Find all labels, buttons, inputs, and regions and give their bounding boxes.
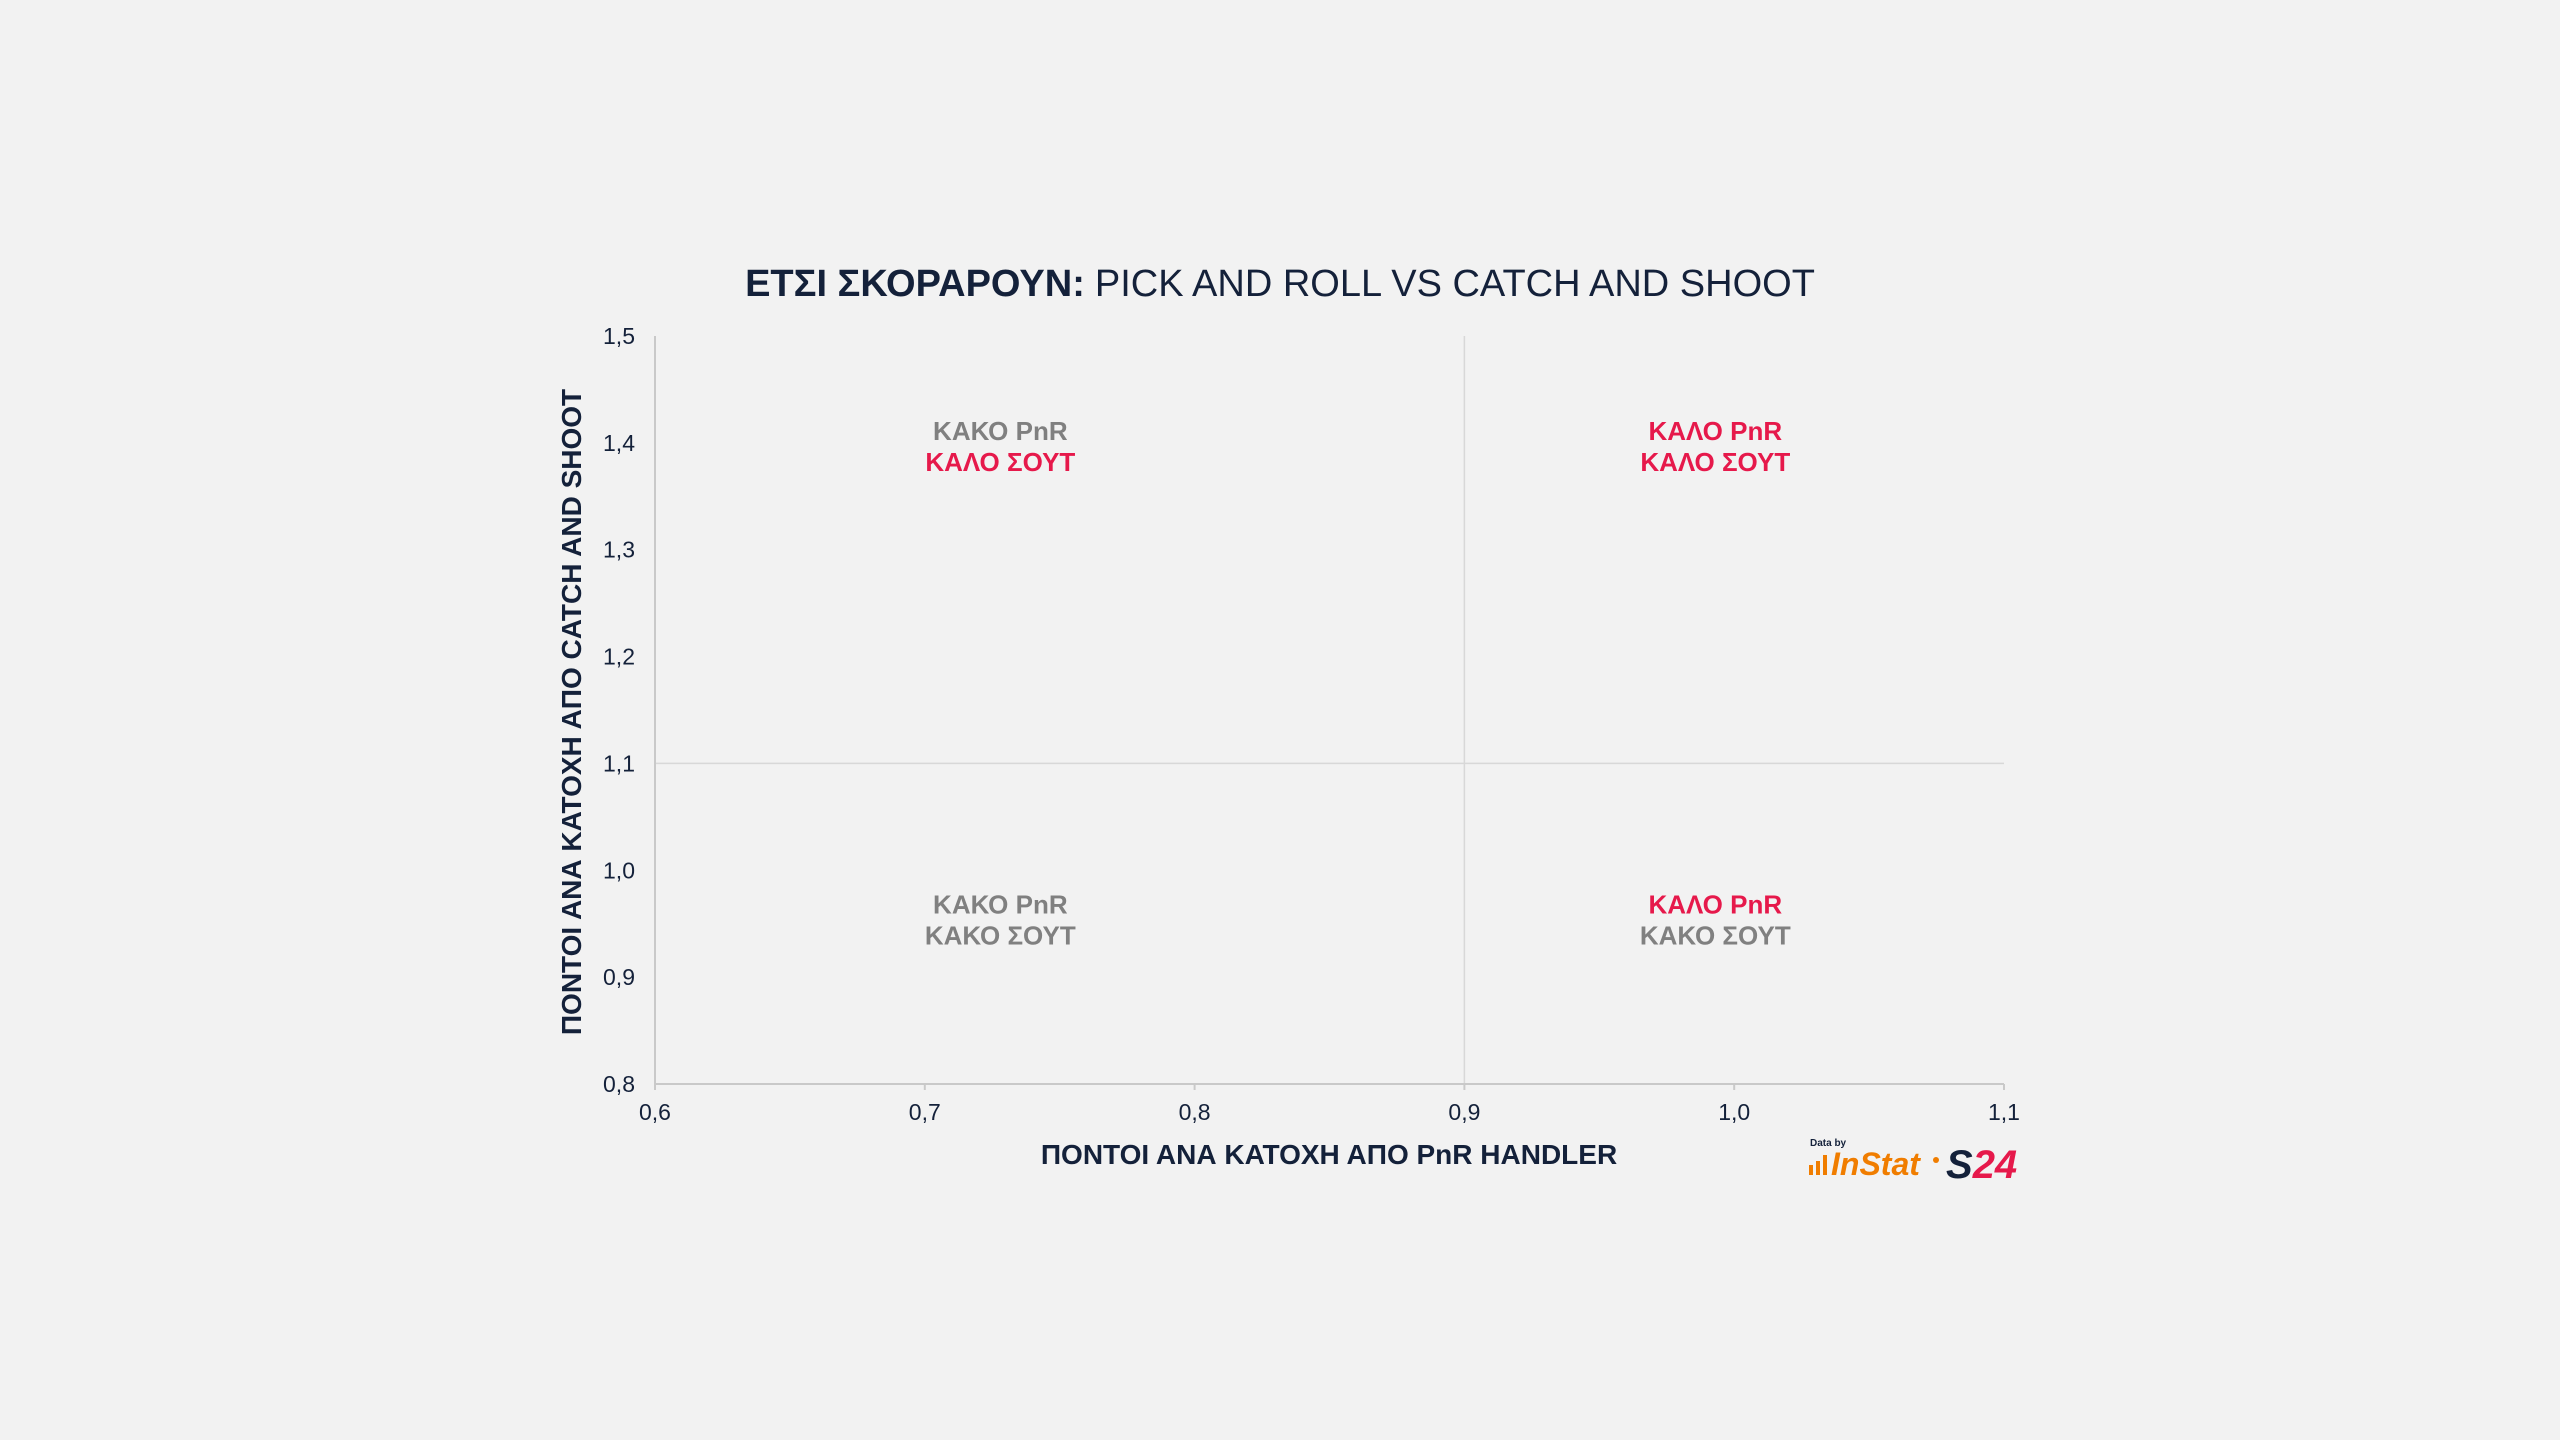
instat-logo: InStat bbox=[1831, 1146, 1921, 1182]
chart-title: ΕΤΣΙ ΣΚΟΡΑΡΟΥΝ: PICK AND ROLL VS CATCH AN… bbox=[745, 263, 1815, 305]
chart-title-bold: ΕΤΣΙ ΣΚΟΡΑΡΟΥΝ: bbox=[745, 263, 1085, 305]
x-tick-label: 0,6 bbox=[639, 1099, 671, 1125]
quadrant-label-top-right: ΚΑΛΟ PnR bbox=[1648, 416, 1782, 446]
credits: Data by InStat S24 bbox=[1809, 1138, 2017, 1187]
y-tick-label: 0,9 bbox=[603, 964, 635, 990]
y-tick-label: 1,2 bbox=[603, 644, 635, 670]
quadrant-label-bottom-left: ΚΑΚΟ PnR bbox=[933, 890, 1068, 920]
x-tick-label: 1,0 bbox=[1718, 1099, 1750, 1125]
y-tick-label: 1,1 bbox=[603, 750, 635, 776]
y-tick-label: 1,3 bbox=[603, 537, 635, 563]
data-by-label: Data by bbox=[1810, 1138, 1847, 1149]
x-axis-label: ΠΟΝΤΟΙ ΑΝΑ ΚΑΤΟΧΗ ΑΠΟ PnR HANDLER bbox=[1041, 1139, 1617, 1170]
x-tick-label: 0,9 bbox=[1448, 1099, 1480, 1125]
bar-chart-icon bbox=[1809, 1155, 1827, 1175]
quadrant-label-top-left: ΚΑΛΟ ΣΟΥΤ bbox=[925, 447, 1075, 477]
x-tick-label: 1,1 bbox=[1988, 1099, 2020, 1125]
s24-logo-s: S bbox=[1946, 1143, 1973, 1187]
instat-dot bbox=[1933, 1157, 1939, 1163]
chart-title-regular: PICK AND ROLL VS CATCH AND SHOOT bbox=[1095, 263, 1815, 305]
s24-logo: S24 bbox=[1946, 1143, 2017, 1187]
plot-area: 0,6 0,7 0,8 0,9 1,0 1,1 0,8 0,9 1,0 1,1 1,2 1,3 1,4 1… bbox=[603, 323, 2020, 1125]
x-tick-label: 0,8 bbox=[1179, 1099, 1211, 1125]
quadrant-label-bottom-left: ΚΑΚΟ ΣΟΥΤ bbox=[925, 921, 1076, 951]
x-tick-label: 0,7 bbox=[909, 1099, 941, 1125]
s24-logo-24: 24 bbox=[1972, 1143, 2018, 1187]
y-tick-label: 1,0 bbox=[603, 857, 635, 883]
quadrant-label-top-left: ΚΑΚΟ PnR bbox=[933, 416, 1068, 446]
y-tick-label: 1,4 bbox=[603, 430, 635, 456]
y-tick-label: 1,5 bbox=[603, 323, 635, 349]
quadrant-label-bottom-right: ΚΑΚΟ ΣΟΥΤ bbox=[1640, 921, 1791, 951]
quadrant-label-bottom-right: ΚΑΛΟ PnR bbox=[1648, 890, 1782, 920]
quadrant-label-top-right: ΚΑΛΟ ΣΟΥΤ bbox=[1640, 447, 1790, 477]
y-axis-label: ΠΟΝΤΟΙ ΑΝΑ ΚΑΤΟΧΗ ΑΠΟ CATCH AND SHOOT bbox=[556, 389, 587, 1035]
y-tick-label: 0,8 bbox=[603, 1071, 635, 1097]
